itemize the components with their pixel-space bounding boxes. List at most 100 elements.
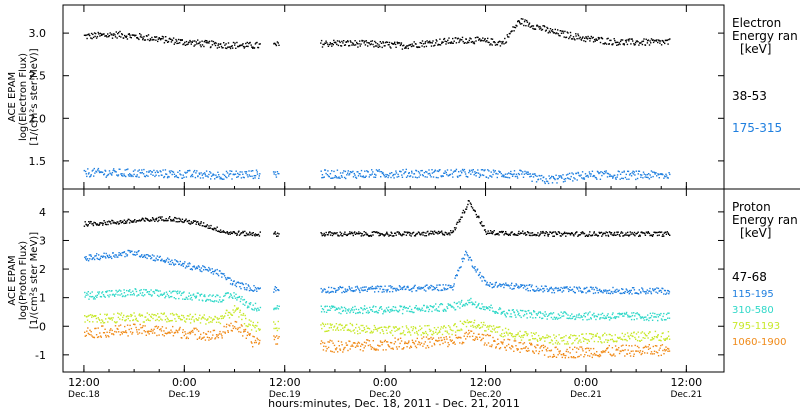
data-point xyxy=(205,225,208,228)
data-point xyxy=(471,265,473,267)
data-point xyxy=(158,319,160,322)
data-point xyxy=(488,232,490,235)
data-point xyxy=(507,334,509,336)
data-point xyxy=(320,39,323,42)
data-point xyxy=(547,27,549,30)
data-point xyxy=(519,23,522,25)
data-point xyxy=(472,169,474,171)
data-point xyxy=(109,294,111,296)
data-point xyxy=(399,233,401,235)
data-point xyxy=(226,323,228,326)
data-point xyxy=(594,292,597,294)
data-point xyxy=(410,45,413,48)
data-point xyxy=(156,334,158,337)
data-point xyxy=(230,45,233,48)
data-point xyxy=(423,343,425,345)
data-point xyxy=(217,44,219,47)
data-point xyxy=(255,330,257,332)
data-point xyxy=(192,221,194,224)
data-point xyxy=(214,44,217,47)
data-point xyxy=(144,175,147,178)
data-point xyxy=(338,288,340,290)
data-point xyxy=(623,315,625,317)
data-point xyxy=(635,42,637,44)
data-point xyxy=(462,304,464,306)
data-point xyxy=(558,175,560,177)
data-point xyxy=(657,41,659,44)
data-point xyxy=(162,36,165,38)
data-point xyxy=(468,329,470,332)
data-point xyxy=(413,287,415,289)
data-point xyxy=(206,269,209,271)
data-point xyxy=(156,294,159,297)
data-point xyxy=(587,235,590,237)
data-point xyxy=(159,294,162,296)
data-point xyxy=(357,312,359,314)
data-point xyxy=(252,346,254,348)
data-point xyxy=(643,291,645,293)
data-point xyxy=(278,327,280,330)
data-point xyxy=(87,168,89,170)
data-point xyxy=(163,293,165,295)
data-point xyxy=(501,43,503,45)
data-point xyxy=(400,340,403,342)
data-point xyxy=(620,39,622,41)
data-point xyxy=(649,234,651,237)
data-point xyxy=(612,234,615,237)
data-point xyxy=(609,292,612,295)
data-point xyxy=(635,170,637,172)
data-point xyxy=(567,173,569,175)
data-point xyxy=(220,317,223,320)
data-point xyxy=(631,335,633,337)
data-point xyxy=(395,346,398,348)
data-point xyxy=(377,344,379,346)
data-point xyxy=(550,349,553,351)
data-point xyxy=(374,291,376,293)
data-point xyxy=(587,347,590,350)
data-point xyxy=(514,338,516,340)
data-point xyxy=(360,43,362,45)
data-point xyxy=(528,22,531,24)
data-point xyxy=(107,223,109,226)
data-point xyxy=(231,296,233,298)
data-point xyxy=(342,286,344,289)
data-point xyxy=(598,355,600,358)
data-point xyxy=(378,234,380,237)
data-point xyxy=(526,19,528,22)
data-point xyxy=(449,42,452,44)
data-point xyxy=(599,290,602,293)
data-point xyxy=(604,42,607,44)
data-point xyxy=(165,39,168,42)
data-point xyxy=(618,234,621,236)
data-point xyxy=(604,170,606,173)
data-point xyxy=(363,42,365,44)
data-point xyxy=(582,231,584,234)
data-point xyxy=(414,332,416,334)
data-point xyxy=(665,233,668,235)
data-point xyxy=(502,230,504,233)
data-point xyxy=(389,285,392,287)
data-point xyxy=(410,334,412,336)
data-point xyxy=(124,222,127,224)
data-point xyxy=(158,256,160,258)
data-point xyxy=(660,335,662,338)
data-point xyxy=(400,332,402,335)
data-point xyxy=(612,177,614,179)
data-point xyxy=(474,266,476,268)
data-point xyxy=(564,232,566,234)
data-point xyxy=(467,176,469,178)
data-point xyxy=(475,40,477,42)
data-point xyxy=(224,47,227,49)
data-point xyxy=(511,282,513,284)
data-point xyxy=(136,36,138,39)
data-point xyxy=(198,299,200,301)
data-point xyxy=(408,330,410,333)
data-point xyxy=(116,321,118,323)
data-point xyxy=(119,168,121,170)
data-point xyxy=(615,316,617,318)
data-point xyxy=(321,177,323,179)
data-point xyxy=(557,231,560,233)
data-point xyxy=(229,277,231,279)
data-point xyxy=(242,312,245,315)
data-point xyxy=(513,311,516,314)
